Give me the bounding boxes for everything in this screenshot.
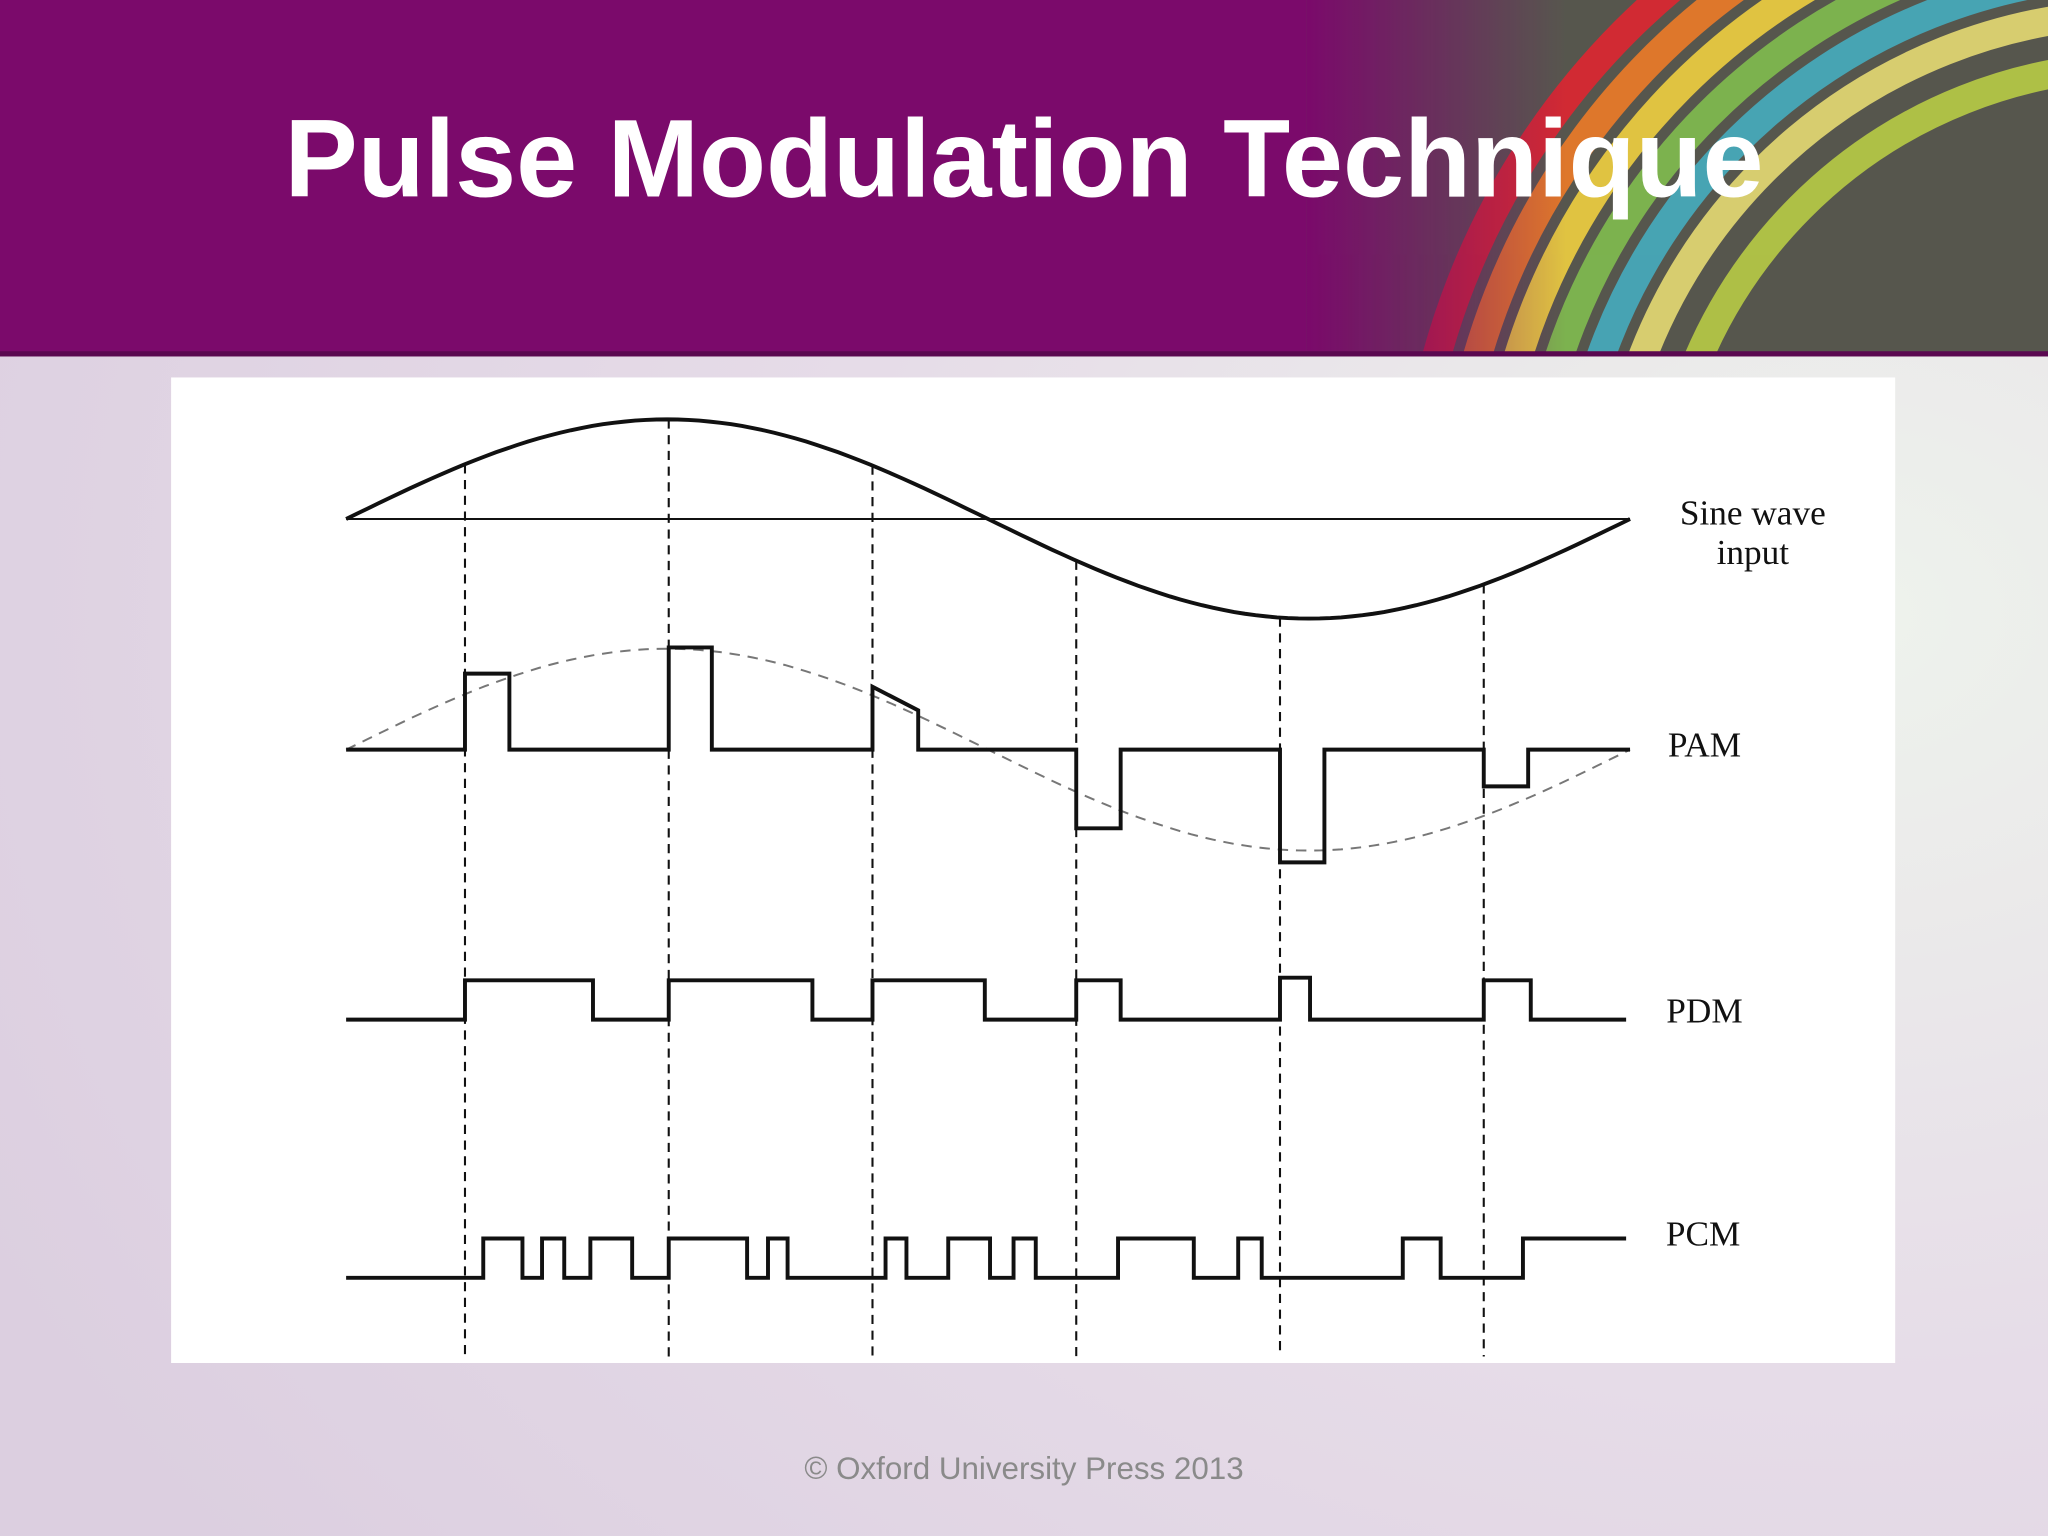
label: PCM: [1666, 1214, 1740, 1253]
header-rule: [0, 351, 2048, 357]
pam-wave: [346, 645, 1631, 865]
diagram: Sine wave input PAM PDM PCM: [345, 417, 1826, 1357]
label: input: [1717, 533, 1790, 572]
header: Pulse Modulation Technique: [0, 0, 2048, 354]
title: Pulse Modulation Technique: [284, 98, 1763, 220]
label: PAM: [1668, 725, 1741, 764]
label: PDM: [1666, 991, 1742, 1030]
rainbow: [1306, 0, 2048, 354]
label: Sine wave: [1680, 493, 1826, 532]
footer: © Oxford University Press 2013: [804, 1451, 1243, 1486]
diagram-panel: [171, 377, 1896, 1364]
pcm-wave: [346, 1236, 1627, 1280]
pdm-wave: [346, 975, 1627, 1022]
